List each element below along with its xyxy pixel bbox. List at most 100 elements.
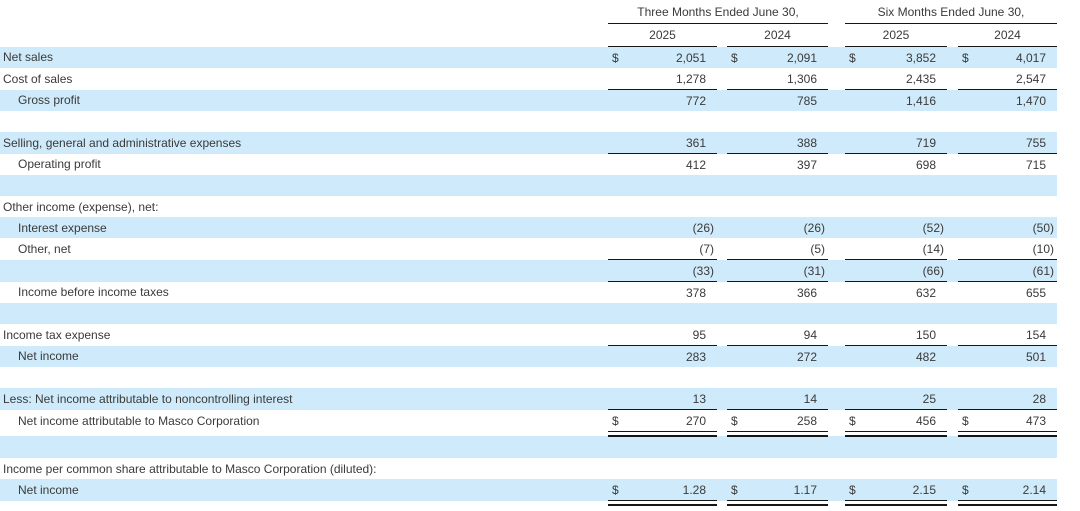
cell-value: 94 xyxy=(803,327,817,342)
double-rule xyxy=(845,431,947,437)
value-cell: 412 xyxy=(608,153,717,175)
dollar-sign: $ xyxy=(612,413,619,428)
value-cell xyxy=(958,458,1057,479)
value-cell: 2,435 xyxy=(845,68,947,90)
row-label: Net income xyxy=(0,345,608,367)
cell-value: (33) xyxy=(692,263,714,278)
cell-value: 154 xyxy=(1025,327,1046,342)
table-row: Income per common share attributable to … xyxy=(0,458,1080,479)
value-cell: (14) xyxy=(845,238,947,260)
cell-value: 2.15 xyxy=(912,482,936,497)
column-gap xyxy=(947,111,958,132)
value-cell: $2.15 xyxy=(845,479,947,501)
row-label: Gross profit xyxy=(0,89,608,111)
value-cell: (10) xyxy=(958,238,1057,260)
value-cell: 501 xyxy=(958,345,1057,367)
column-gap xyxy=(717,303,727,324)
double-rule xyxy=(845,500,947,506)
row-label: Less: Net income attributable to noncont… xyxy=(0,388,608,410)
row-label: Other, net xyxy=(18,241,71,256)
column-gap xyxy=(717,410,727,432)
value-cell: (7) xyxy=(608,238,717,260)
value-cell: (26) xyxy=(608,217,717,238)
value-cell xyxy=(608,367,717,388)
cell-value: 1,416 xyxy=(905,93,936,108)
row-label: Selling, general and administrative expe… xyxy=(0,132,608,154)
row-label xyxy=(0,111,608,132)
value-cell: 655 xyxy=(958,281,1057,303)
table-row xyxy=(0,175,1080,196)
column-gap xyxy=(947,68,958,90)
table-row: (33) (31) (66) (61) xyxy=(0,259,1080,282)
cell-value: (10) xyxy=(1032,241,1054,256)
column-gap xyxy=(717,24,727,47)
right-margin xyxy=(1057,259,1080,282)
cell-value: 1,470 xyxy=(1015,93,1046,108)
table-row: Gross profit 772 785 1,416 1,470 xyxy=(0,89,1080,111)
value-cell xyxy=(845,175,947,196)
value-cell: (26) xyxy=(727,217,828,238)
column-gap xyxy=(828,436,845,458)
row-label xyxy=(0,431,608,436)
column-gap xyxy=(828,111,845,132)
column-gap xyxy=(828,345,845,367)
value-cell: 1,278 xyxy=(608,68,717,90)
table-row: Net sales $2,051 $2,091 $3,852 $4,017 xyxy=(0,46,1080,68)
column-gap xyxy=(947,89,958,111)
right-margin xyxy=(1057,431,1080,436)
cell-value: 4,017 xyxy=(1015,50,1046,65)
right-margin xyxy=(1057,89,1080,111)
period-header-row: Three Months Ended June 30, Six Months E… xyxy=(0,0,1080,24)
value-cell: (61) xyxy=(958,259,1057,282)
value-cell xyxy=(845,303,947,324)
value-cell: 95 xyxy=(608,324,717,346)
row-label: Other income (expense), net: xyxy=(3,199,159,214)
dollar-sign: $ xyxy=(731,50,738,65)
value-cell xyxy=(608,196,717,217)
right-margin xyxy=(1057,303,1080,324)
cell-value: 2,051 xyxy=(675,50,706,65)
right-margin xyxy=(1057,24,1080,47)
column-gap xyxy=(947,388,958,410)
value-cell: 272 xyxy=(727,345,828,367)
value-cell xyxy=(727,196,828,217)
cell-value: 378 xyxy=(685,285,706,300)
row-label: Cost of sales xyxy=(3,71,73,86)
value-cell: 1,306 xyxy=(727,68,828,90)
cell-value: 388 xyxy=(796,135,817,150)
right-margin xyxy=(1057,324,1080,346)
column-gap xyxy=(947,479,958,501)
value-cell: 366 xyxy=(727,281,828,303)
double-rule-spacer xyxy=(0,500,1080,506)
column-gap xyxy=(717,431,727,436)
column-gap xyxy=(717,324,727,346)
double-rule xyxy=(608,431,717,437)
row-label: Interest expense xyxy=(0,217,608,238)
cell-value: (14) xyxy=(922,241,944,256)
value-cell: $473 xyxy=(958,409,1057,432)
cell-value: 412 xyxy=(685,157,706,172)
value-cell xyxy=(608,111,717,132)
value-cell xyxy=(608,303,717,324)
cell-value: 2.14 xyxy=(1022,482,1046,497)
value-cell: (50) xyxy=(958,217,1057,238)
table-row: Other income (expense), net: xyxy=(0,196,1080,217)
column-gap xyxy=(717,345,727,367)
dollar-sign: $ xyxy=(731,482,738,497)
value-cell xyxy=(727,175,828,196)
value-cell xyxy=(958,367,1057,388)
cell-value: 258 xyxy=(796,413,817,428)
row-label xyxy=(0,175,608,196)
table-row xyxy=(0,436,1080,458)
column-gap xyxy=(717,367,727,388)
value-cell: 154 xyxy=(958,324,1057,346)
value-cell xyxy=(727,458,828,479)
column-gap xyxy=(828,238,845,260)
column-gap xyxy=(717,436,727,458)
value-cell: (52) xyxy=(845,217,947,238)
value-cell: $4,017 xyxy=(958,46,1057,68)
value-cell xyxy=(845,111,947,132)
row-label xyxy=(0,259,608,282)
value-cell xyxy=(608,458,717,479)
